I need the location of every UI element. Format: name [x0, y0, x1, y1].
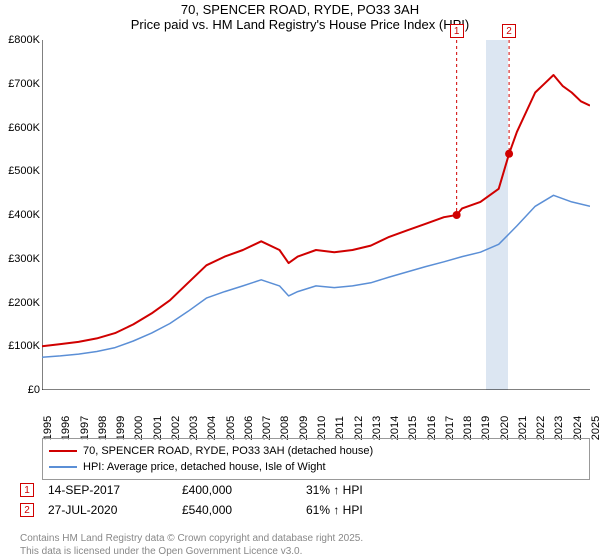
- y-tick-label: £200K: [8, 297, 40, 309]
- legend-row: 70, SPENCER ROAD, RYDE, PO33 3AH (detach…: [49, 443, 583, 459]
- x-tick-label: 2025: [590, 416, 600, 440]
- sale-price: £400,000: [182, 483, 292, 497]
- y-tick-label: £400K: [8, 209, 40, 221]
- legend-swatch: [49, 466, 77, 468]
- y-tick-label: £800K: [8, 34, 40, 46]
- x-tick-label: 2019: [480, 416, 492, 440]
- x-tick-label: 2012: [353, 416, 365, 440]
- x-tick-label: 1995: [42, 416, 54, 440]
- y-tick-label: £600K: [8, 122, 40, 134]
- x-tick-label: 2005: [225, 416, 237, 440]
- x-tick-label: 2013: [371, 416, 383, 440]
- sale-marker-icon: 2: [20, 503, 34, 517]
- sale-row: 2 27-JUL-2020 £540,000 61% ↑ HPI: [20, 500, 580, 520]
- x-tick-label: 1999: [115, 416, 127, 440]
- x-tick-label: 2016: [426, 416, 438, 440]
- x-tick-label: 2009: [298, 416, 310, 440]
- sale-date: 27-JUL-2020: [48, 503, 168, 517]
- x-tick-label: 2014: [389, 416, 401, 440]
- footer-line1: Contains HM Land Registry data © Crown c…: [20, 533, 363, 546]
- x-tick-label: 2006: [243, 416, 255, 440]
- x-tick-label: 2020: [499, 416, 511, 440]
- y-tick-label: £300K: [8, 253, 40, 265]
- y-tick-label: £500K: [8, 165, 40, 177]
- legend-row: HPI: Average price, detached house, Isle…: [49, 459, 583, 475]
- x-tick-label: 2010: [316, 416, 328, 440]
- y-tick-label: £0: [28, 384, 40, 396]
- x-tick-label: 2002: [170, 416, 182, 440]
- legend-label: HPI: Average price, detached house, Isle…: [83, 461, 326, 473]
- legend: 70, SPENCER ROAD, RYDE, PO33 3AH (detach…: [42, 438, 590, 480]
- x-tick-label: 2001: [152, 416, 164, 440]
- x-tick-label: 2004: [206, 416, 218, 440]
- x-tick-label: 2008: [279, 416, 291, 440]
- x-tick-label: 2007: [261, 416, 273, 440]
- sale-marker-1: 1: [450, 24, 464, 38]
- x-tick-label: 1998: [97, 416, 109, 440]
- y-tick-label: £700K: [8, 78, 40, 90]
- x-tick-label: 2021: [517, 416, 529, 440]
- x-tick-label: 2003: [188, 416, 200, 440]
- x-tick-label: 1996: [60, 416, 72, 440]
- footer: Contains HM Land Registry data © Crown c…: [20, 533, 363, 558]
- legend-swatch: [49, 450, 77, 452]
- x-tick-label: 2024: [572, 416, 584, 440]
- sale-marker-2: 2: [502, 24, 516, 38]
- chart-area: 12: [42, 40, 590, 390]
- line-chart: [42, 40, 590, 390]
- sales-table: 1 14-SEP-2017 £400,000 31% ↑ HPI 2 27-JUL-202…: [20, 480, 580, 520]
- y-tick-label: £100K: [8, 340, 40, 352]
- footer-line2: This data is licensed under the Open Gov…: [20, 546, 363, 559]
- x-tick-label: 2015: [407, 416, 419, 440]
- legend-label: 70, SPENCER ROAD, RYDE, PO33 3AH (detach…: [83, 445, 373, 457]
- x-tick-label: 2011: [334, 416, 346, 440]
- x-tick-label: 2023: [553, 416, 565, 440]
- title-address: 70, SPENCER ROAD, RYDE, PO33 3AH: [0, 2, 600, 17]
- sale-row: 1 14-SEP-2017 £400,000 31% ↑ HPI: [20, 480, 580, 500]
- x-tick-label: 1997: [79, 416, 91, 440]
- x-tick-label: 2022: [535, 416, 547, 440]
- chart-container: 70, SPENCER ROAD, RYDE, PO33 3AH Price p…: [0, 0, 600, 560]
- sale-delta: 61% ↑ HPI: [306, 503, 426, 517]
- sale-date: 14-SEP-2017: [48, 483, 168, 497]
- x-tick-label: 2017: [444, 416, 456, 440]
- sale-marker-icon: 1: [20, 483, 34, 497]
- x-tick-label: 2000: [133, 416, 145, 440]
- sale-delta: 31% ↑ HPI: [306, 483, 426, 497]
- y-axis-labels: £0£100K£200K£300K£400K£500K£600K£700K£80…: [0, 40, 42, 390]
- x-tick-label: 2018: [462, 416, 474, 440]
- x-axis-labels: 1995 1996 1997 1998 1999 2000 2001 2002 2003 2004…: [42, 392, 590, 440]
- sale-price: £540,000: [182, 503, 292, 517]
